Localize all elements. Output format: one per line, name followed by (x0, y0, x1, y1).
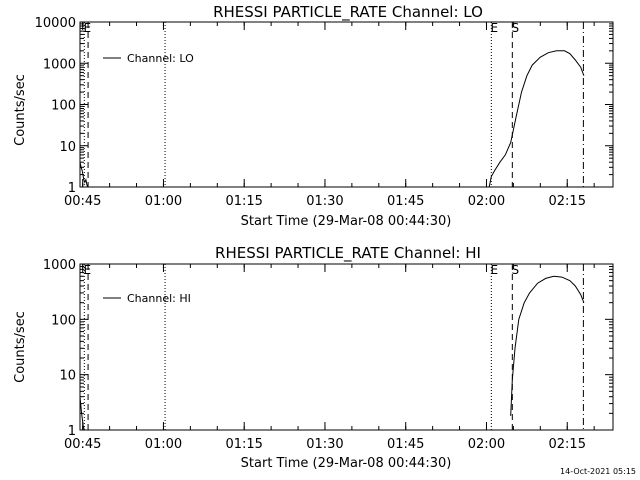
panel-hi-series (79, 275, 585, 431)
lo-xtick-label: 02:15 (549, 194, 586, 209)
panel-hi-ylabel: Counts/sec (13, 311, 28, 383)
hi-xtick-label: 01:45 (387, 437, 424, 452)
hi-xtick-label: 02:15 (549, 437, 586, 452)
panel-lo-legend-label: Channel: LO (127, 52, 194, 65)
hi-ytick-label: 100 (51, 313, 76, 328)
hi-ytick-label: 1 (68, 424, 76, 439)
panel-hi-ticks: 00:45 01:00 01:15 01:30 01:45 02:00 02:15 1 10 10… (43, 258, 613, 452)
lo-xtick-label: 00:45 (64, 194, 101, 209)
hi-xtick-label: 00:45 (64, 437, 101, 452)
panel-hi-legend-label: Channel: HI (127, 292, 191, 305)
lo-ytick-label: 100 (51, 99, 76, 114)
lo-xtick-label: 01:30 (306, 194, 343, 209)
lo-marker-label: E (491, 21, 499, 35)
hi-series-line (79, 396, 85, 431)
panel-hi: RHESSI PARTICLE_RATE Channel: HI Counts/… (13, 244, 614, 471)
hi-marker-label: E (84, 263, 92, 277)
lo-marker-label: E (84, 21, 92, 35)
lo-ytick-label: 10 (59, 140, 76, 155)
lo-ytick-label: 1 (68, 181, 76, 196)
panel-hi-xlabel: Start Time (29-Mar-08 00:44:30) (241, 456, 452, 471)
hi-xtick-label: 01:00 (145, 437, 182, 452)
hi-series-line (510, 275, 585, 416)
footer-timestamp: 14-Oct-2021 05:15 (560, 467, 636, 476)
panel-lo-series (79, 50, 585, 188)
hi-marker-label: S (512, 263, 520, 277)
lo-xtick-label: 02:00 (468, 194, 505, 209)
hi-xtick-label: 01:15 (225, 437, 262, 452)
hi-ytick-label: 1000 (43, 258, 76, 273)
hi-ytick-label: 10 (59, 369, 76, 384)
panel-hi-title: RHESSI PARTICLE_RATE Channel: HI (215, 244, 481, 263)
lo-ytick-label: 10000 (35, 16, 76, 31)
lo-xtick-label: 01:15 (225, 194, 262, 209)
panel-lo-ylabel: Counts/sec (13, 74, 28, 146)
hi-xtick-label: 01:30 (306, 437, 343, 452)
lo-series-line (79, 162, 89, 188)
panel-hi-frame (79, 263, 614, 431)
lo-xtick-label: 01:00 (145, 194, 182, 209)
hi-xtick-label: 02:00 (468, 437, 505, 452)
lo-series-line (488, 50, 585, 188)
panel-lo-ticks: 00:45 01:00 01:15 01:30 01:45 02:00 02:15 1 10 10… (35, 16, 613, 209)
lo-marker-label: S (512, 21, 520, 35)
hi-marker-label: E (491, 263, 499, 277)
panel-lo: RHESSI PARTICLE_RATE Channel: LO Counts/… (13, 3, 614, 229)
lo-xtick-label: 01:45 (387, 194, 424, 209)
panel-lo-title: RHESSI PARTICLE_RATE Channel: LO (213, 3, 483, 22)
panel-lo-frame (79, 21, 614, 188)
lo-ytick-label: 1000 (43, 57, 76, 72)
panel-lo-xlabel: Start Time (29-Mar-08 00:44:30) (241, 214, 452, 229)
